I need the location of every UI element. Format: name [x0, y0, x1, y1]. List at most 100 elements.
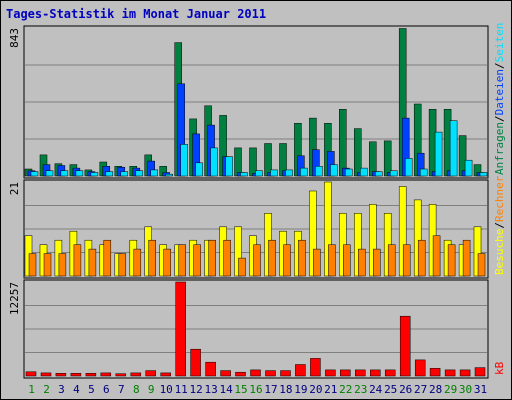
- x-tick-label-day-5: 5: [88, 383, 95, 396]
- bar-rechner-day-2: [43, 253, 52, 277]
- x-tick-label-day-15: 15: [234, 383, 247, 396]
- legend-separator: /: [493, 222, 506, 229]
- chart-panels: 843Anfragen/Dateien/Seiten21Besuche/Rech…: [8, 23, 506, 379]
- x-tick-label-day-8: 8: [133, 383, 140, 396]
- bar-seiten-day-2: [45, 170, 54, 177]
- bar-besuche-day-15: [234, 226, 242, 277]
- bar-rechner-day-25: [387, 244, 396, 277]
- bar-kb-day-7: [115, 373, 127, 377]
- bar-kb-day-2: [40, 372, 52, 377]
- x-tick-label-day-31: 31: [474, 383, 487, 396]
- bar-rechner-day-18: [283, 244, 291, 277]
- bar-seiten-day-28: [434, 131, 443, 177]
- legend-entry: Besuche: [493, 229, 506, 275]
- bar-kb-day-21: [325, 369, 336, 377]
- bar-rechner-day-21: [328, 244, 336, 277]
- legend-separator: /: [493, 115, 506, 122]
- x-tick-label-day-20: 20: [309, 383, 322, 396]
- x-tick-label-day-29: 29: [444, 383, 457, 396]
- bar-seiten-day-26: [404, 158, 413, 177]
- x-tick-label-day-4: 4: [73, 383, 80, 396]
- y-axis-max-label: 12257: [8, 282, 21, 315]
- x-tick-label-day-2: 2: [43, 383, 50, 396]
- bar-seiten-day-29: [449, 120, 458, 177]
- bar-seiten-day-27: [419, 168, 428, 177]
- bar-rechner-day-16: [253, 244, 261, 277]
- bar-kb-day-6: [100, 372, 112, 377]
- bar-seiten-day-8: [135, 170, 144, 177]
- bar-seiten-day-6: [105, 171, 114, 177]
- x-tick-label-day-22: 22: [339, 383, 352, 396]
- bar-kb-day-13: [205, 361, 216, 377]
- x-tick-label-day-23: 23: [354, 383, 367, 396]
- bar-besuche-day-24: [369, 204, 377, 277]
- bar-kb-day-29: [444, 369, 456, 377]
- x-tick-label-day-13: 13: [204, 383, 217, 396]
- x-tick-label-day-17: 17: [264, 383, 277, 396]
- bar-seiten-day-31: [479, 172, 488, 177]
- y-axis-max-label: 21: [8, 182, 21, 195]
- bar-kb-day-9: [145, 370, 156, 377]
- legend-separator: /: [493, 62, 506, 69]
- bar-seiten-day-21: [330, 164, 338, 177]
- bar-seiten-day-11: [180, 144, 188, 177]
- bar-besuche-day-21: [324, 181, 332, 277]
- bar-kb-day-24: [370, 369, 381, 377]
- bar-kb-day-5: [85, 373, 97, 377]
- bar-seiten-day-30: [464, 159, 473, 177]
- bar-seiten-day-1: [30, 171, 39, 177]
- panel-visits: 21 Besuche/Rechner: [8, 175, 506, 279]
- bar-kb-day-15: [235, 371, 246, 377]
- bar-seiten-day-22: [345, 168, 353, 177]
- bar-rechner-day-29: [447, 244, 456, 277]
- bar-besuche-day-31: [473, 226, 482, 277]
- bar-anfragen-day-24: [369, 141, 377, 177]
- bar-kb-day-20: [310, 358, 321, 377]
- bar-kb-day-19: [295, 364, 306, 377]
- bar-kb-day-11: [175, 281, 186, 377]
- bar-kb-day-1: [25, 371, 37, 377]
- bar-kb-day-16: [250, 369, 261, 377]
- bar-kb-day-26: [399, 315, 411, 377]
- x-tick-label-day-16: 16: [249, 383, 262, 396]
- panel-kb: 12257 kB: [8, 279, 506, 379]
- bar-rechner-day-20: [313, 248, 321, 277]
- bar-kb-day-23: [355, 369, 366, 377]
- bar-kb-day-8: [130, 372, 142, 377]
- x-tick-label-day-1: 1: [28, 383, 35, 396]
- legend-entry: kB: [493, 361, 506, 375]
- bar-kb-day-22: [340, 369, 351, 377]
- x-tick-label-day-19: 19: [294, 383, 307, 396]
- bar-seiten-day-25: [389, 170, 398, 177]
- bar-seiten-day-10: [165, 173, 173, 177]
- bar-seiten-day-20: [315, 166, 323, 177]
- chart-title: Tages-Statistik im Monat Januar 2011: [6, 7, 266, 21]
- bar-kb-day-27: [414, 359, 426, 377]
- bar-rechner-day-5: [88, 248, 97, 277]
- bar-seiten-day-4: [75, 170, 84, 177]
- bar-seiten-day-15: [240, 172, 248, 177]
- bar-rechner-day-8: [133, 248, 142, 277]
- bar-rechner-day-30: [462, 239, 471, 277]
- bar-rechner-day-24: [373, 248, 381, 277]
- bar-seiten-day-19: [300, 167, 308, 177]
- x-tick-label-day-25: 25: [384, 383, 397, 396]
- bar-besuche-day-23: [354, 213, 362, 277]
- bar-kb-day-14: [220, 370, 231, 377]
- x-tick-label-day-12: 12: [189, 383, 202, 396]
- bar-rechner-day-31: [477, 253, 486, 277]
- y-axis-max-label: 843: [8, 28, 21, 48]
- bar-anfragen-day-22: [339, 109, 347, 177]
- bar-rechner-day-19: [298, 239, 306, 277]
- x-tick-label-day-27: 27: [414, 383, 427, 396]
- bar-rechner-day-27: [417, 239, 426, 277]
- bar-rechner-day-9: [148, 239, 156, 277]
- bar-rechner-day-28: [432, 235, 441, 277]
- bar-rechner-day-14: [223, 239, 231, 277]
- bar-kb-day-3: [55, 373, 67, 377]
- x-tick-label-day-6: 6: [103, 383, 110, 396]
- bar-rechner-day-23: [358, 248, 366, 277]
- bar-rechner-day-3: [58, 253, 67, 277]
- bar-rechner-day-11: [178, 244, 186, 277]
